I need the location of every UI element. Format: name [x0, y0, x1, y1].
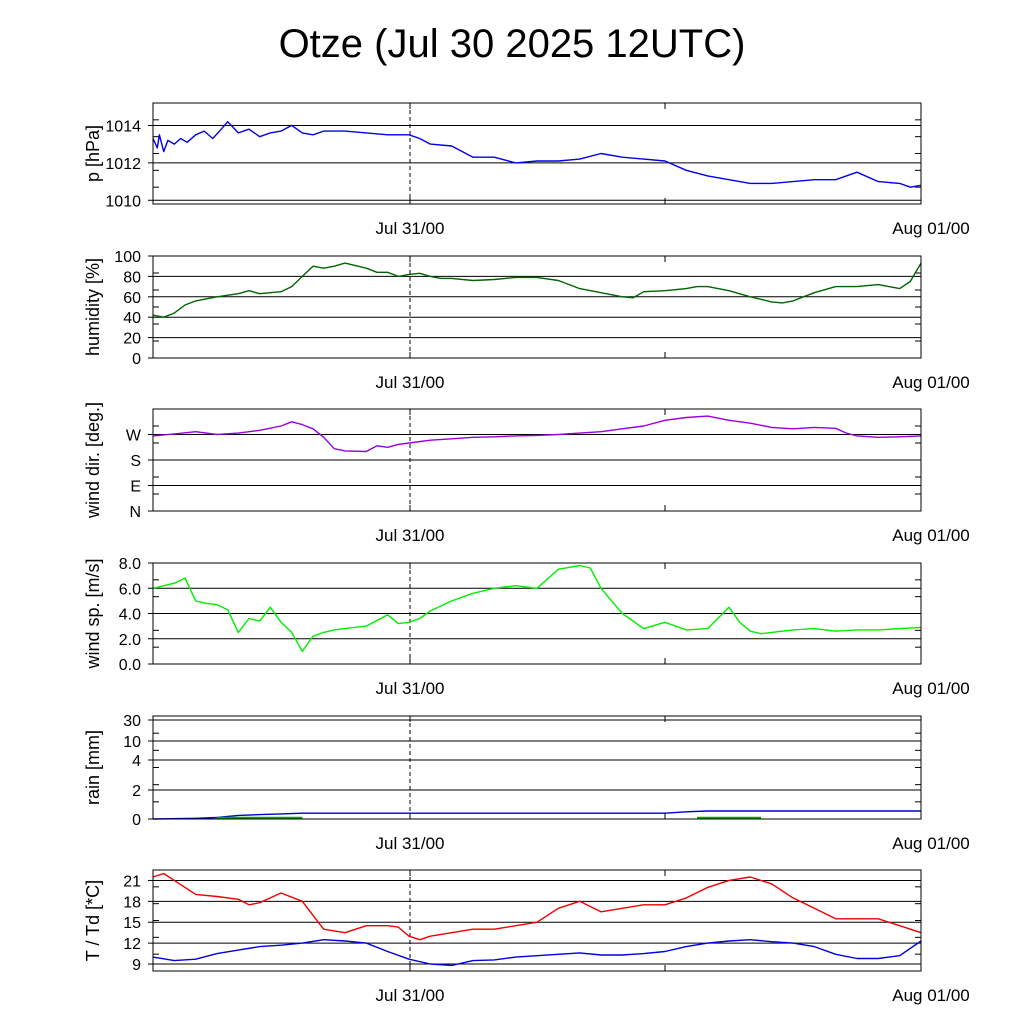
series-line-0: [152, 120, 922, 188]
series-line-0: [152, 415, 922, 453]
plot-frame: [152, 255, 922, 359]
x-tick-label: Jul 31/00: [376, 679, 445, 698]
y-tick-label: 2: [132, 783, 141, 800]
y-tick-label: 15: [123, 915, 141, 932]
x-tick-label: Aug 01/00: [892, 834, 970, 853]
y-axis-label: p [hPa]: [83, 125, 103, 182]
plot-frame: [152, 408, 922, 512]
y-axis-label: humidity [%]: [83, 258, 103, 356]
plot-frame: [152, 562, 922, 665]
y-tick-label: N: [129, 504, 141, 521]
x-tick-label: Aug 01/00: [892, 679, 970, 698]
y-tick-label: 1012: [105, 156, 141, 173]
y-tick-label: S: [130, 453, 141, 470]
chart-title: Otze (Jul 30 2025 12UTC): [278, 22, 746, 66]
y-axis-label: T / Td [*C]: [83, 880, 103, 961]
y-tick-label: 80: [123, 269, 141, 286]
plot-frame: [152, 715, 922, 820]
y-axis-label: rain [mm]: [83, 730, 103, 805]
rain-panel: 0 2 4 10 30 Jul 31/00 Aug 01/00 rain [mm]: [83, 713, 970, 853]
x-tick-label: Aug 01/00: [892, 373, 970, 392]
temperature-dewpoint-panel: 9 12 15 18 21 Jul 31/00 Aug 01/00 T / Td [*C]: [83, 869, 970, 1005]
y-tick-label: 1010: [105, 193, 141, 210]
y-tick-label: 20: [123, 331, 141, 348]
y-tick-label: 12: [123, 936, 141, 953]
x-tick-label: Jul 31/00: [376, 834, 445, 853]
wind-speed-panel: 0.0 2.0 4.0 6.0 8.0 Jul 31/00 Aug 01/00 wind sp…: [83, 556, 970, 698]
y-tick-label: W: [126, 428, 142, 445]
y-axis-label: wind sp. [m/s]: [83, 558, 103, 669]
y-tick-label: 8.0: [119, 556, 141, 573]
y-tick-label: 4: [132, 753, 141, 770]
humidity-panel: 0 20 40 60 80 100 Jul 31/00 Aug 01/00 humidity […: [83, 249, 970, 392]
y-tick-label: 18: [123, 894, 141, 911]
y-tick-label: 21: [123, 873, 141, 890]
plot-frame: [152, 869, 922, 972]
y-tick-label: 6.0: [119, 581, 141, 598]
y-tick-label: 100: [114, 249, 141, 266]
series-line-1: [152, 939, 922, 967]
y-tick-label: E: [130, 479, 141, 496]
series-line-0: [152, 564, 922, 653]
series-line-0: [152, 872, 922, 941]
y-axis-label: wind dir. [deg.]: [83, 402, 103, 519]
plot-frame: [152, 102, 922, 205]
x-tick-label: Jul 31/00: [376, 219, 445, 238]
y-tick-label: 0: [132, 351, 141, 368]
series-line-0: [152, 262, 922, 318]
y-tick-label: 2.0: [119, 632, 141, 649]
x-tick-label: Aug 01/00: [892, 219, 970, 238]
y-tick-label: 0.0: [119, 657, 141, 674]
y-tick-label: 9: [132, 957, 141, 974]
y-tick-label: 30: [123, 713, 141, 730]
y-tick-label: 4.0: [119, 607, 141, 624]
y-tick-label: 10: [123, 734, 141, 751]
x-tick-label: Jul 31/00: [376, 986, 445, 1005]
y-tick-label: 60: [123, 290, 141, 307]
x-tick-label: Aug 01/00: [892, 526, 970, 545]
x-tick-label: Jul 31/00: [376, 373, 445, 392]
pressure-panel: 1010 1012 1014 Jul 31/00 Aug 01/00 p [hPa]: [83, 102, 970, 238]
y-tick-label: 1014: [105, 118, 141, 135]
x-tick-label: Aug 01/00: [892, 986, 970, 1005]
y-tick-label: 0: [132, 812, 141, 829]
x-tick-label: Jul 31/00: [376, 526, 445, 545]
series-line-0: [152, 810, 921, 820]
y-tick-label: 40: [123, 310, 141, 327]
